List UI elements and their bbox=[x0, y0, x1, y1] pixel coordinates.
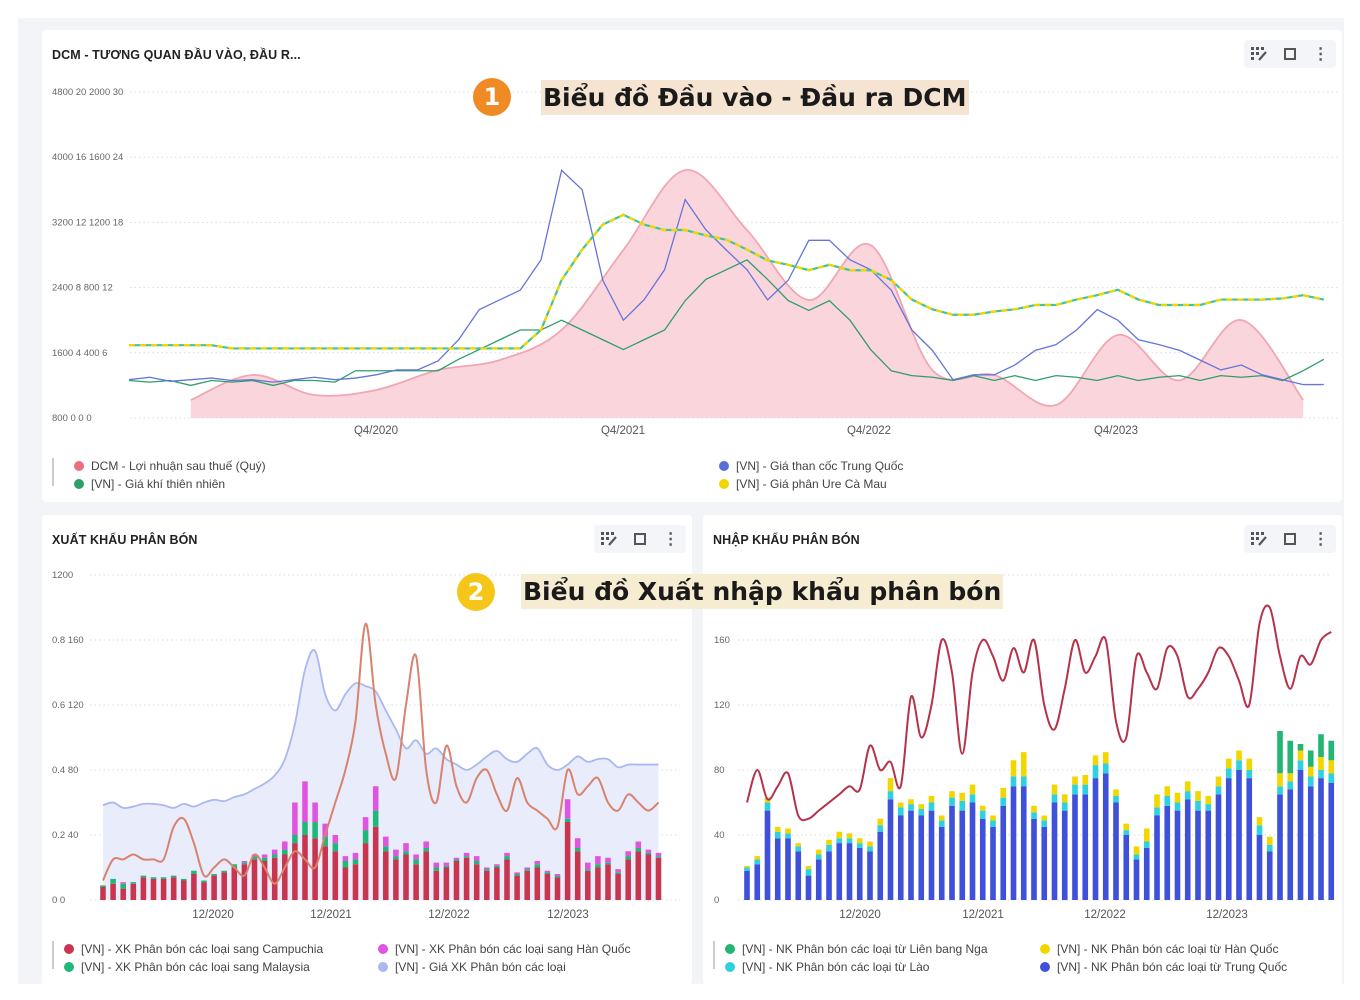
legend-item[interactable]: [VN] - NK Phân bón các loại từ Lào bbox=[725, 960, 929, 974]
legend-item[interactable]: [VN] - NK Phân bón các loại từ Hàn Quốc bbox=[1040, 942, 1278, 956]
chart-legend: [VN] - NK Phân bón các loại từ Liên bang… bbox=[713, 941, 1333, 977]
legend-label: [VN] - NK Phân bón các loại từ Hàn Quốc bbox=[1057, 942, 1279, 956]
card-title: XUẤT KHẨU PHÂN BÓN bbox=[52, 533, 198, 547]
legend-label: [VN] - NK Phân bón các loại từ Trung Quố… bbox=[1057, 960, 1288, 974]
fullscreen-icon[interactable] bbox=[1280, 529, 1300, 549]
legend-item[interactable]: [VN] - XK Phân bón các loại sang Hàn Quố… bbox=[378, 942, 630, 956]
card-toolbar: ⋮ bbox=[1244, 525, 1336, 553]
grid-edit-icon[interactable] bbox=[1249, 44, 1269, 64]
fullscreen-icon[interactable] bbox=[1280, 44, 1300, 64]
annotation-badge-2: 2 bbox=[457, 573, 495, 611]
more-vertical-icon[interactable]: ⋮ bbox=[1312, 46, 1329, 63]
grid-edit-icon[interactable] bbox=[599, 529, 619, 549]
card-toolbar: ⋮ bbox=[1244, 40, 1336, 68]
legend-label: [VN] - Giá khí thiên nhiên bbox=[91, 477, 226, 491]
legend-label: [VN] - Giá than cốc Trung Quốc bbox=[736, 459, 904, 473]
legend-label: [VN] - XK Phân bón các loại sang Hàn Quố… bbox=[395, 942, 631, 956]
chart-legend: DCM - Lợi nhuận sau thuế (Quý) [VN] - Gi… bbox=[52, 458, 1332, 494]
legend-item[interactable]: [VN] - NK Phân bón các loại từ Liên bang… bbox=[725, 942, 988, 956]
legend-item[interactable]: [VN] - Giá phân Ure Cà Mau bbox=[719, 477, 887, 491]
card-title: NHẬP KHẨU PHÂN BÓN bbox=[713, 533, 860, 547]
annotation-title-2: Biểu đồ Xuất nhập khẩu phân bón bbox=[521, 574, 1004, 609]
legend-label: DCM - Lợi nhuận sau thuế (Quý) bbox=[91, 459, 266, 473]
legend-label: [VN] - Giá phân Ure Cà Mau bbox=[736, 477, 887, 491]
card-title: DCM - TƯƠNG QUAN ĐẦU VÀO, ĐẦU R... bbox=[52, 48, 301, 62]
more-vertical-icon[interactable]: ⋮ bbox=[1312, 531, 1329, 548]
legend-item[interactable]: DCM - Lợi nhuận sau thuế (Quý) bbox=[74, 459, 266, 473]
legend-label: [VN] - NK Phân bón các loại từ Lào bbox=[742, 960, 930, 974]
legend-item[interactable]: [VN] - Giá than cốc Trung Quốc bbox=[719, 459, 903, 473]
card-toolbar: ⋮ bbox=[594, 525, 686, 553]
legend-item[interactable]: [VN] - NK Phân bón các loại từ Trung Quố… bbox=[1040, 960, 1287, 974]
legend-item[interactable]: [VN] - XK Phân bón các loại sang Malaysi… bbox=[64, 960, 310, 974]
annotation-title-1: Biểu đồ Đầu vào - Đầu ra DCM bbox=[541, 80, 969, 115]
legend-item[interactable]: [VN] - XK Phân bón các loại sang Campuch… bbox=[64, 942, 323, 956]
more-vertical-icon[interactable]: ⋮ bbox=[662, 531, 679, 548]
annotation-badge-1: 1 bbox=[473, 78, 511, 116]
legend-label: [VN] - Giá XK Phân bón các loại bbox=[395, 960, 566, 974]
legend-item[interactable]: [VN] - Giá XK Phân bón các loại bbox=[378, 960, 566, 974]
grid-edit-icon[interactable] bbox=[1249, 529, 1269, 549]
legend-label: [VN] - XK Phân bón các loại sang Malaysi… bbox=[81, 960, 310, 974]
legend-label: [VN] - XK Phân bón các loại sang Campuch… bbox=[81, 942, 324, 956]
fullscreen-icon[interactable] bbox=[630, 529, 650, 549]
legend-item[interactable]: [VN] - Giá khí thiên nhiên bbox=[74, 477, 225, 491]
legend-label: [VN] - NK Phân bón các loại từ Liên bang… bbox=[742, 942, 988, 956]
chart-legend: [VN] - XK Phân bón các loại sang Campuch… bbox=[52, 941, 682, 977]
